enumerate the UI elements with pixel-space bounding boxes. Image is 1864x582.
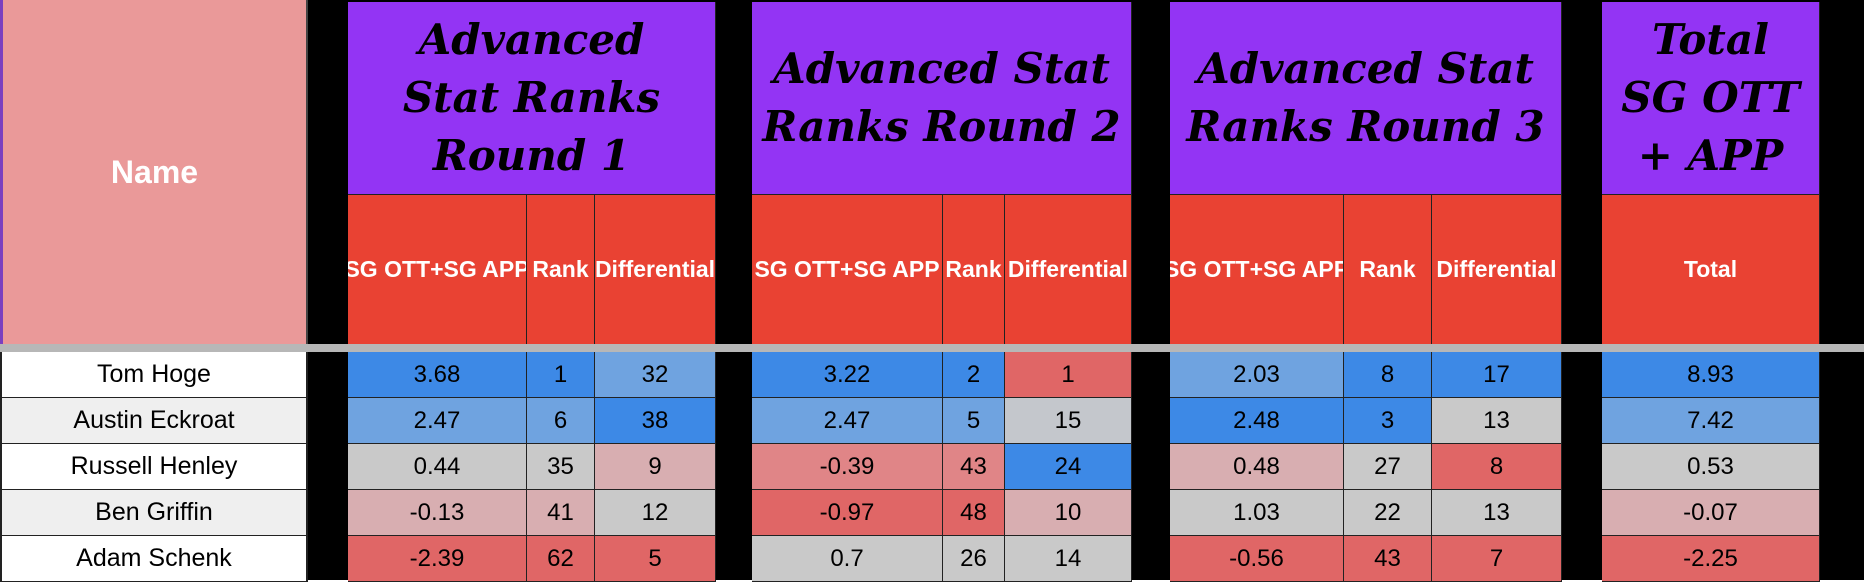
value-cell-r3-sg: 2.48 [1170,398,1344,444]
value-cell-r2-diff: 14 [1005,536,1132,582]
player-name-cell: Tom Hoge [0,352,308,398]
value-cell-r1-sg: 2.47 [348,398,527,444]
value-cell-r2-diff: 1 [1005,352,1132,398]
value-cell-r3-sg: 0.48 [1170,444,1344,490]
subheader-r1-diff: Differential [595,194,716,344]
group-title-round-1: Advanced Stat Ranks Round 1 [348,2,716,194]
value-cell-r3-diff: 13 [1432,398,1562,444]
player-name-cell: Austin Eckroat [0,398,308,444]
subheader-r1-sg: SG OTT+SG APP [348,194,527,344]
value-cell-r2-rank: 48 [943,490,1005,536]
value-cell-r2-rank: 26 [943,536,1005,582]
value-cell-r3-diff: 8 [1432,444,1562,490]
gutter-black-top [308,0,1864,2]
value-cell-r3-rank: 3 [1344,398,1432,444]
value-cell-r1-diff: 38 [595,398,716,444]
name-column-header: Name [0,0,308,344]
value-cell-r1-rank: 41 [527,490,595,536]
value-cell-r2-rank: 2 [943,352,1005,398]
value-cell-r2-sg: 3.22 [752,352,943,398]
value-cell-r2-sg: -0.39 [752,444,943,490]
value-cell-r3-diff: 17 [1432,352,1562,398]
value-cell-total: 0.53 [1602,444,1820,490]
value-cell-total: 8.93 [1602,352,1820,398]
value-cell-r3-rank: 8 [1344,352,1432,398]
value-cell-r1-rank: 35 [527,444,595,490]
gutter-black-3 [1132,0,1170,580]
value-cell-r2-diff: 24 [1005,444,1132,490]
value-cell-r3-sg: -0.56 [1170,536,1344,582]
value-cell-total: 7.42 [1602,398,1820,444]
value-cell-r1-diff: 9 [595,444,716,490]
subheader-r1-rank: Rank [527,194,595,344]
value-cell-r2-diff: 10 [1005,490,1132,536]
gutter-black-2 [716,0,752,580]
value-cell-r1-rank: 1 [527,352,595,398]
player-name-cell: Ben Griffin [0,490,308,536]
value-cell-r1-rank: 62 [527,536,595,582]
value-cell-r2-rank: 43 [943,444,1005,490]
value-cell-r3-sg: 1.03 [1170,490,1344,536]
group-title-round-3: Advanced Stat Ranks Round 3 [1170,2,1562,194]
gutter-black-5 [1820,0,1864,580]
value-cell-r1-diff: 12 [595,490,716,536]
subheader-total: Total [1602,194,1820,344]
value-cell-r3-rank: 27 [1344,444,1432,490]
value-cell-r1-sg: -2.39 [348,536,527,582]
player-name-cell: Adam Schenk [0,536,308,582]
player-name-cell: Russell Henley [0,444,308,490]
subheader-r3-sg: SG OTT+SG APP [1170,194,1344,344]
gutter-black-4 [1562,0,1602,580]
value-cell-r2-sg: -0.97 [752,490,943,536]
value-cell-r2-diff: 15 [1005,398,1132,444]
value-cell-r3-rank: 22 [1344,490,1432,536]
value-cell-r1-sg: 0.44 [348,444,527,490]
value-cell-total: -0.07 [1602,490,1820,536]
value-cell-total: -2.25 [1602,536,1820,582]
subheader-r2-rank: Rank [943,194,1005,344]
value-cell-r1-sg: 3.68 [348,352,527,398]
value-cell-r1-rank: 6 [527,398,595,444]
group-title-round-2: Advanced Stat Ranks Round 2 [752,2,1132,194]
value-cell-r2-rank: 5 [943,398,1005,444]
value-cell-r1-diff: 32 [595,352,716,398]
value-cell-r2-sg: 0.7 [752,536,943,582]
header-separator [0,344,1864,352]
value-cell-r3-diff: 7 [1432,536,1562,582]
group-title-total: Total SG OTT + APP [1602,2,1820,194]
value-cell-r3-sg: 2.03 [1170,352,1344,398]
value-cell-r3-diff: 13 [1432,490,1562,536]
value-cell-r1-sg: -0.13 [348,490,527,536]
value-cell-r1-diff: 5 [595,536,716,582]
subheader-r3-diff: Differential [1432,194,1562,344]
gutter-black-1 [308,0,348,580]
subheader-r2-sg: SG OTT+SG APP [752,194,943,344]
value-cell-r2-sg: 2.47 [752,398,943,444]
subheader-r2-diff: Differential [1005,194,1132,344]
subheader-r3-rank: Rank [1344,194,1432,344]
value-cell-r3-rank: 43 [1344,536,1432,582]
